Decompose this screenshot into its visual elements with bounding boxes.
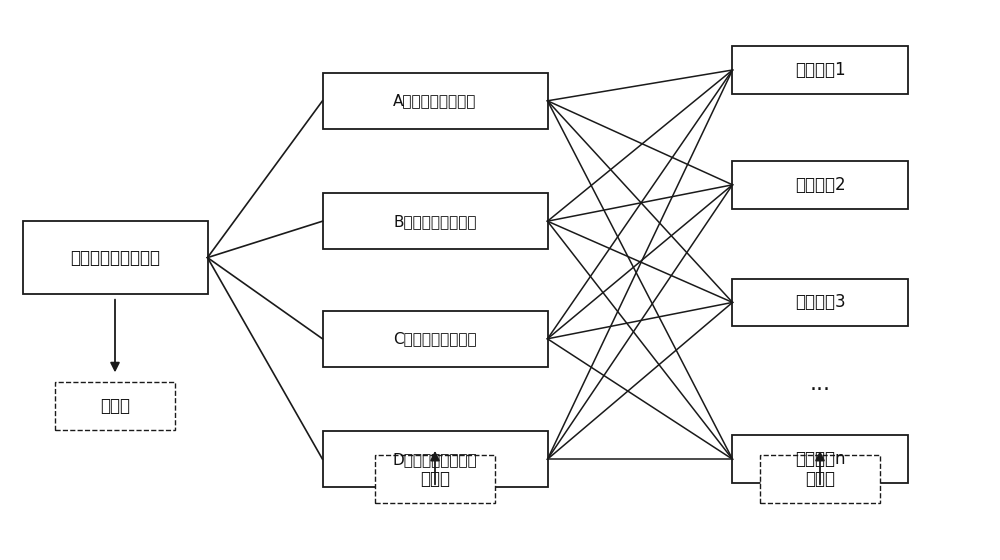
Text: 供电臂段2: 供电臂段2 [795, 176, 845, 194]
Text: 指标层: 指标层 [805, 470, 835, 488]
Text: C级网格区段百分比: C级网格区段百分比 [393, 332, 477, 346]
Text: B级网格区段百分比: B级网格区段百分比 [393, 214, 477, 228]
Bar [732, 436, 908, 483]
Bar [732, 161, 908, 208]
Text: 供电臂段1: 供电臂段1 [795, 61, 845, 79]
Bar [322, 311, 548, 367]
Bar [55, 382, 175, 430]
Text: A级网格区段百分比: A级网格区段百分比 [393, 94, 477, 108]
Bar [23, 221, 208, 294]
Text: 供电臂段的雷害风险: 供电臂段的雷害风险 [70, 249, 160, 267]
Bar [732, 278, 908, 326]
Bar [375, 455, 495, 503]
Bar [322, 431, 548, 487]
Text: D级网格区段百分比: D级网格区段百分比 [393, 452, 477, 466]
Text: 供电臂段n: 供电臂段n [795, 450, 845, 468]
Bar [760, 455, 880, 503]
Bar [732, 46, 908, 94]
Text: 目标层: 目标层 [100, 397, 130, 415]
Text: 原则层: 原则层 [420, 470, 450, 488]
Text: 供电臂段3: 供电臂段3 [795, 293, 845, 311]
Bar [322, 73, 548, 129]
Bar [322, 193, 548, 249]
Text: ...: ... [810, 374, 830, 394]
